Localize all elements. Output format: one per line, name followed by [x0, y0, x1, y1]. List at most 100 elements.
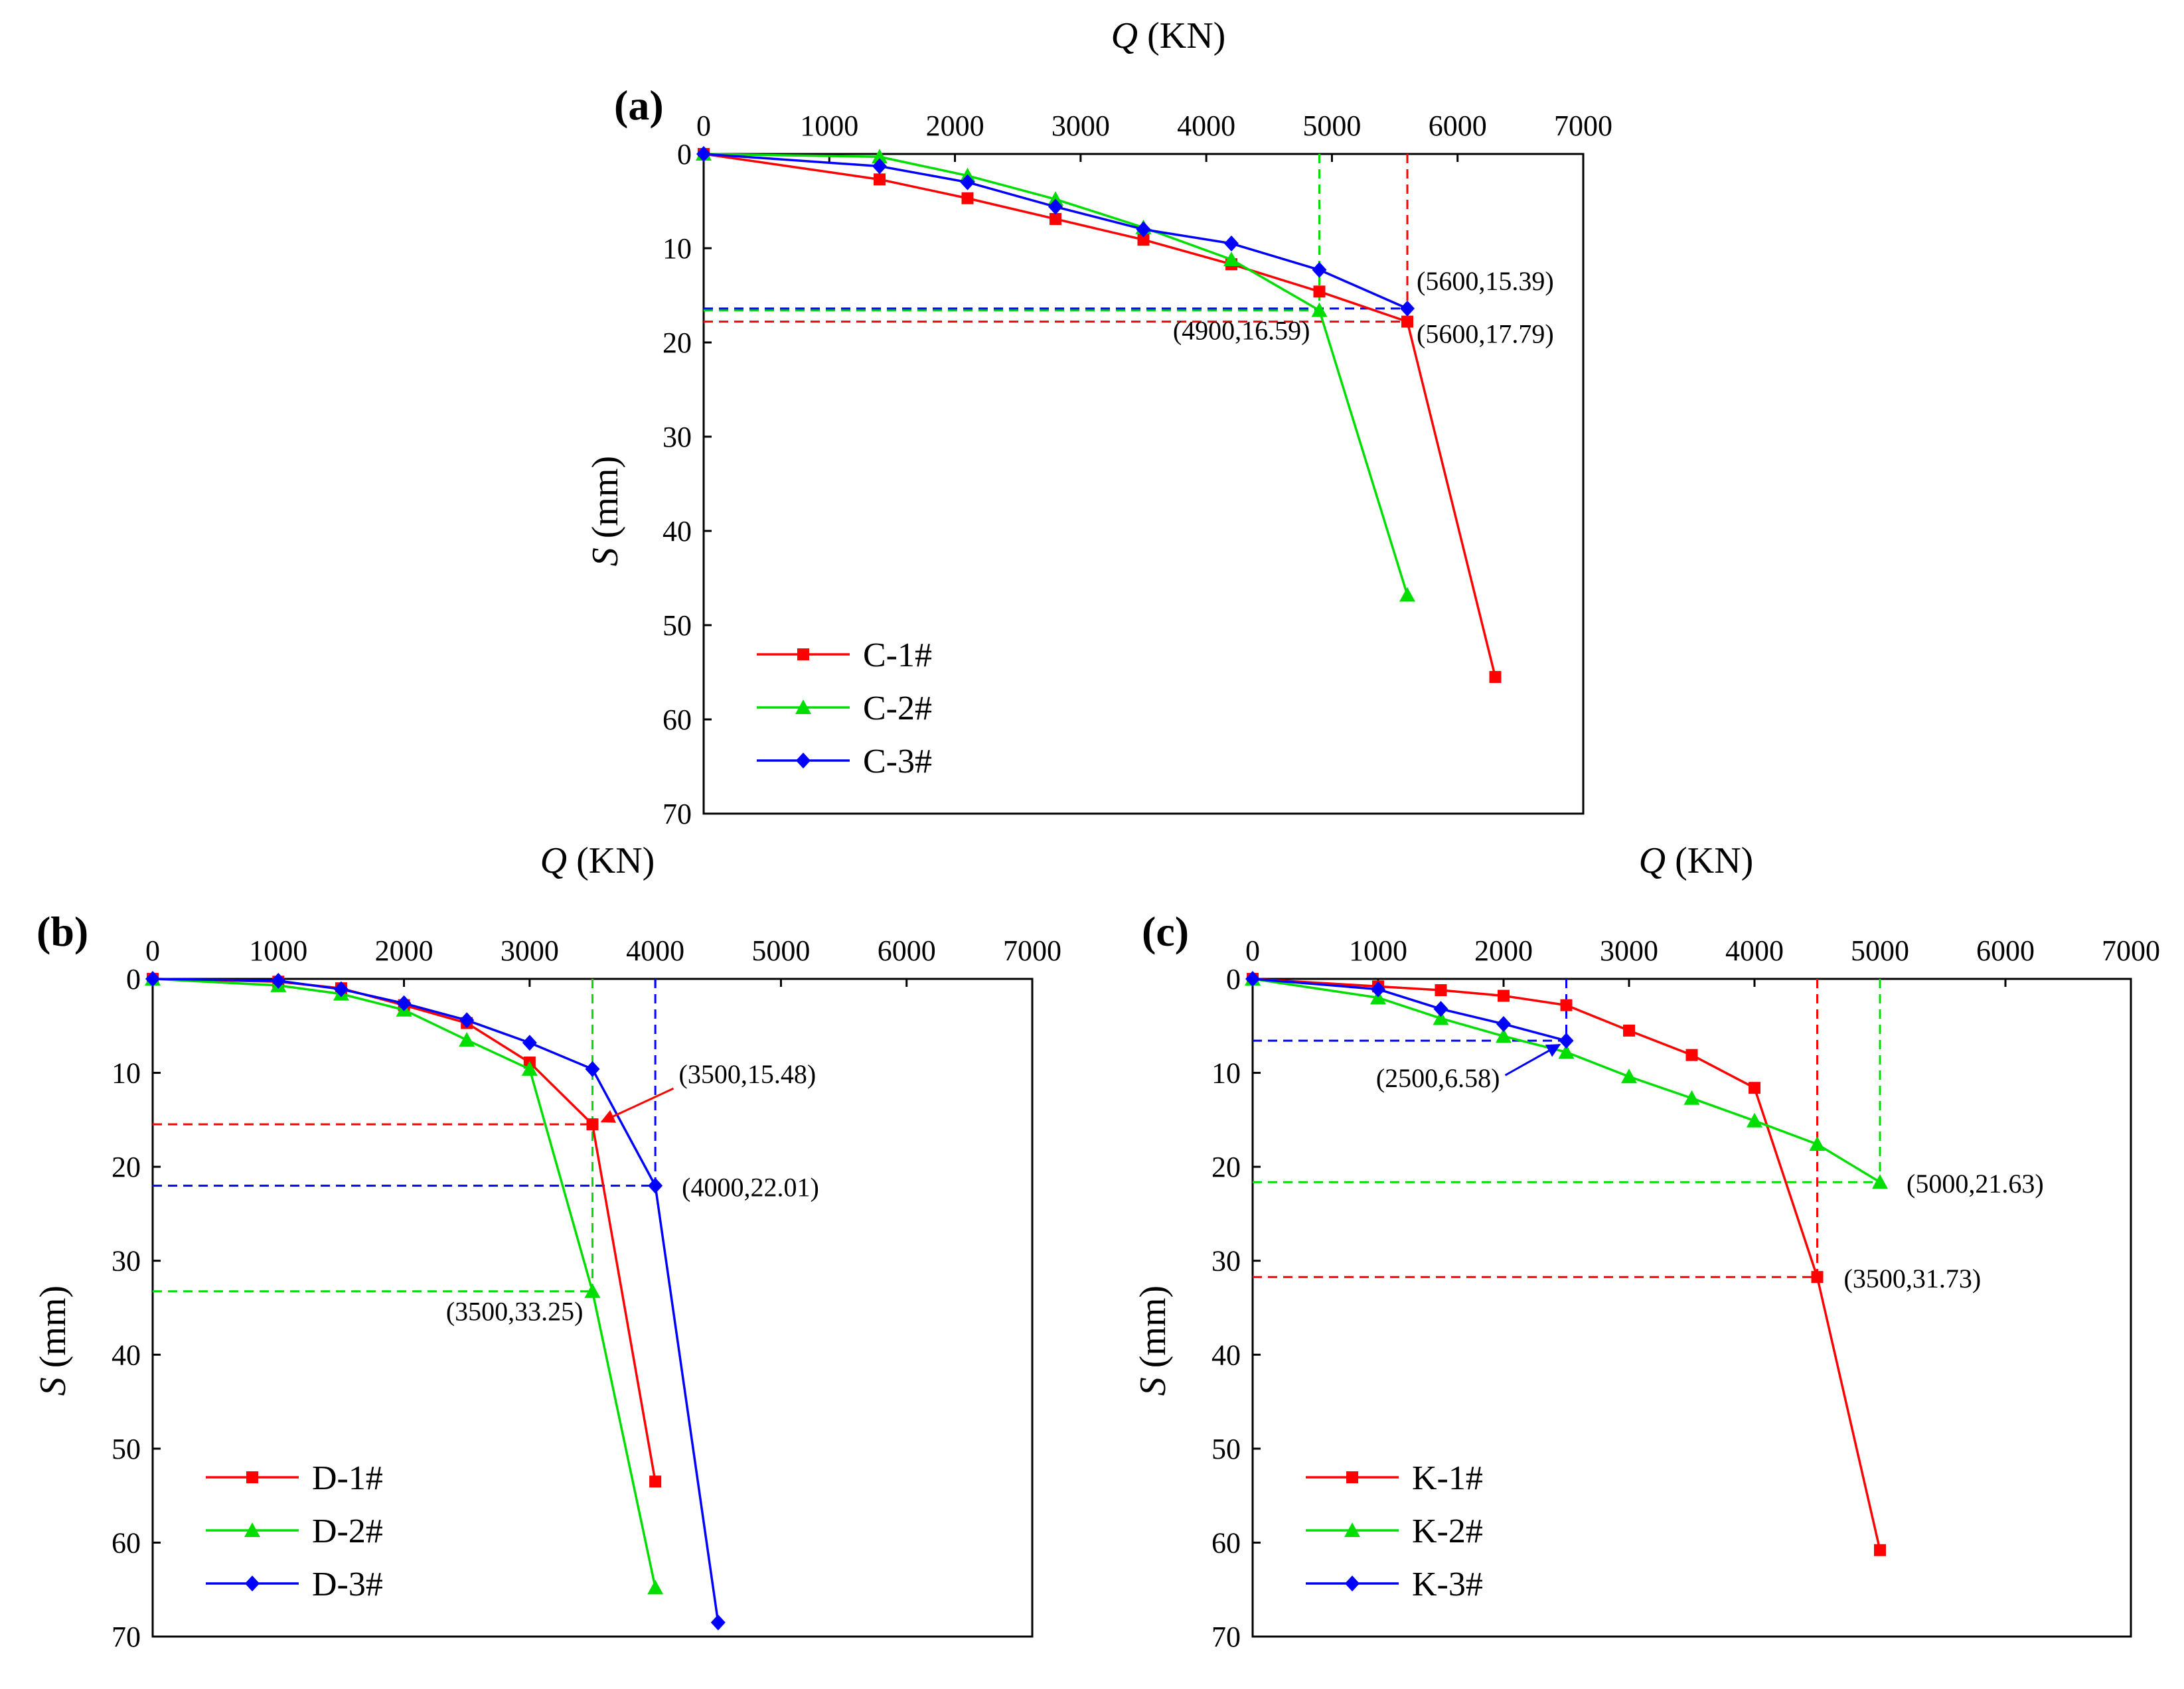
- y-tick-label: 30: [112, 1245, 141, 1278]
- y-tick-label: 70: [663, 798, 692, 830]
- y-tick-label: 50: [1211, 1433, 1241, 1465]
- x-tick-label: 0: [1245, 934, 1260, 967]
- annotation-arrow: [600, 1087, 674, 1123]
- series-line-D-2#: [152, 978, 657, 1588]
- data-point-C-1#: [1313, 285, 1326, 298]
- data-point-K-2#: [1683, 1090, 1700, 1105]
- data-point-C-2#: [1311, 302, 1328, 317]
- legend-marker-D-2#: [244, 1522, 260, 1537]
- y-tick-label: 10: [1211, 1057, 1241, 1090]
- y-tick-label: 10: [112, 1057, 141, 1090]
- legend-marker-K-1#: [1346, 1471, 1358, 1483]
- data-point-D-1#: [649, 1475, 662, 1488]
- y-axis-title: S (mm): [33, 1285, 74, 1396]
- legend-marker-K-2#: [1344, 1522, 1360, 1537]
- x-tick-label: 2000: [926, 110, 984, 142]
- data-point-K-3#: [1496, 1015, 1511, 1032]
- data-point-K-3#: [1433, 1001, 1448, 1017]
- legend-label: K-3#: [1412, 1566, 1483, 1603]
- y-tick-label: 0: [126, 963, 141, 995]
- y-tick-label: 60: [1211, 1526, 1241, 1559]
- data-point-D-3#: [648, 1177, 663, 1194]
- x-axis-var: Q: [1111, 15, 1138, 56]
- data-point-K-1#: [1498, 990, 1510, 1002]
- data-point-K-1#: [1685, 1049, 1698, 1061]
- data-point-K-2#: [1621, 1068, 1637, 1084]
- data-point-K-2#: [1747, 1112, 1762, 1128]
- annotation-label: (2500,6.58): [1376, 1063, 1500, 1093]
- data-point-K-1#: [1623, 1024, 1635, 1037]
- x-tick-label: 5000: [751, 934, 810, 967]
- annotation-label: (3500,15.48): [679, 1059, 817, 1089]
- data-point-D-2#: [584, 1283, 601, 1298]
- x-axis-var: Q: [540, 840, 567, 881]
- x-tick-label: 1000: [249, 934, 307, 967]
- annotation-label: (4000,22.01): [682, 1173, 819, 1203]
- legend-marker-K-3#: [1345, 1576, 1360, 1591]
- data-point-C-3#: [1048, 198, 1063, 215]
- data-point-D-3#: [333, 981, 349, 997]
- y-axis-var: S: [33, 1377, 74, 1396]
- y-axis-title: S (mm): [585, 456, 626, 566]
- data-point-D-3#: [396, 995, 412, 1011]
- data-point-D-3#: [522, 1035, 537, 1051]
- panel-label: (a): [614, 82, 664, 129]
- data-point-K-3#: [1559, 1033, 1574, 1049]
- y-tick-label: 20: [1211, 1151, 1241, 1183]
- data-point-C-2#: [872, 149, 888, 164]
- y-tick-label: 60: [663, 703, 692, 736]
- x-tick-label: 0: [145, 934, 160, 967]
- x-tick-label: 1000: [800, 110, 858, 142]
- x-tick-label: 0: [696, 110, 711, 142]
- data-point-D-1#: [586, 1118, 599, 1131]
- annotation-label: (3500,33.25): [446, 1297, 584, 1327]
- x-tick-label: 2000: [1474, 934, 1533, 967]
- series-line-K-1#: [1252, 978, 1881, 1551]
- y-tick-label: 0: [1226, 963, 1241, 995]
- y-axis-var: S: [585, 548, 626, 566]
- legend-marker-D-1#: [246, 1471, 258, 1483]
- data-point-C-3#: [696, 146, 711, 162]
- data-point-K-1#: [1749, 1082, 1760, 1094]
- annotation-label: (5600,15.39): [1417, 266, 1554, 296]
- y-tick-label: 30: [663, 421, 692, 453]
- data-point-C-3#: [1224, 235, 1239, 252]
- legend-label: C-1#: [863, 636, 932, 674]
- data-point-K-2#: [1433, 1010, 1449, 1025]
- x-tick-label: 4000: [1177, 110, 1235, 142]
- y-axis-unit: (mm): [585, 456, 626, 548]
- series-line-C-3#: [703, 153, 1408, 310]
- x-tick-label: 4000: [1725, 934, 1784, 967]
- legend-label: C-2#: [863, 690, 932, 727]
- series-line-K-2#: [1252, 978, 1881, 1183]
- legend-label: K-2#: [1412, 1512, 1483, 1550]
- annotation-label: (5600,17.79): [1417, 319, 1554, 349]
- data-point-C-2#: [1399, 587, 1415, 602]
- data-point-D-3#: [585, 1061, 600, 1077]
- panel-b: 0 1000 2000 3000 4000 5000 6000 7000 0 10 20 30 40 50…: [33, 840, 1061, 1653]
- data-point-C-2#: [1223, 252, 1239, 267]
- y-tick-label: 60: [112, 1526, 141, 1559]
- x-axis-unit: (KN): [1138, 15, 1225, 56]
- series-line-C-2#: [703, 153, 1409, 596]
- legend-marker-D-3#: [245, 1576, 260, 1591]
- data-point-K-2#: [1809, 1136, 1826, 1151]
- data-point-K-2#: [1872, 1174, 1888, 1189]
- y-axis-unit: (mm): [33, 1285, 74, 1377]
- panel-c: 0 1000 2000 3000 4000 5000 6000 7000 0 10 20 30 40 50…: [1132, 840, 2160, 1653]
- y-tick-label: 40: [112, 1339, 141, 1371]
- data-point-K-1#: [1874, 1544, 1886, 1556]
- y-tick-label: 30: [1211, 1245, 1241, 1278]
- y-tick-label: 70: [1211, 1621, 1241, 1653]
- annotation-label: (3500,31.73): [1844, 1264, 1982, 1293]
- x-axis-title: Q (KN): [1111, 15, 1226, 56]
- legend-marker-C-1#: [797, 648, 809, 660]
- data-point-C-1#: [874, 173, 886, 186]
- data-point-C-3#: [872, 158, 887, 175]
- data-point-C-3#: [1312, 261, 1327, 278]
- data-point-K-1#: [1811, 1271, 1824, 1284]
- x-tick-label: 6000: [1976, 934, 2035, 967]
- data-point-D-3#: [710, 1614, 726, 1631]
- legend-label: D-1#: [312, 1459, 383, 1497]
